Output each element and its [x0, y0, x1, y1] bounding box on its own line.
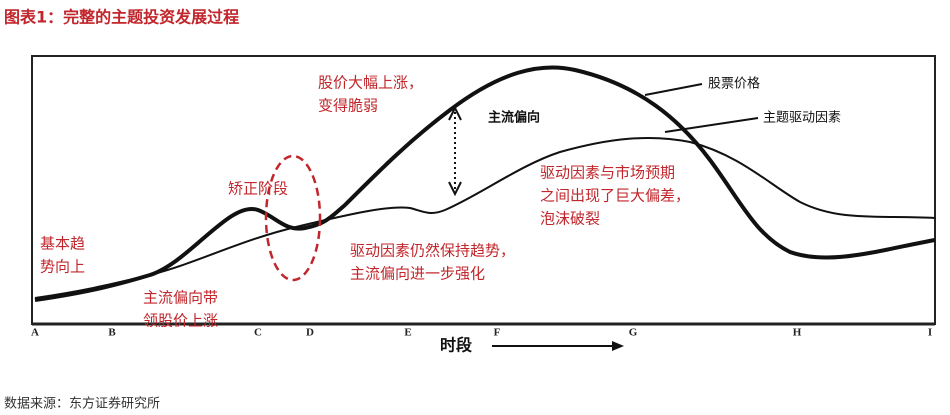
annotation: 主流偏向带	[143, 289, 218, 307]
tick-label: G	[629, 327, 638, 339]
annotation: 驱动因素与市场预期	[540, 164, 675, 182]
tick-label: D	[306, 327, 314, 339]
tick-label: I	[928, 327, 932, 339]
axis-arrowhead	[612, 341, 624, 351]
theme-driver-curve	[34, 136, 936, 299]
correction-circle	[264, 154, 322, 282]
title: 图表1：完整的主题投资发展过程	[4, 8, 239, 27]
annotation: 股价大幅上涨，	[318, 74, 423, 92]
axis-label: 时段	[440, 336, 473, 355]
source: 数据来源：东方证券研究所	[4, 396, 160, 412]
annotation: 驱动因素仍然保持趋势，	[350, 242, 515, 260]
x-ticks: A B C D E F G H I	[31, 327, 932, 339]
tick-label: H	[793, 327, 802, 339]
tick-label: A	[31, 327, 39, 339]
annotation: 矫正阶段	[228, 180, 288, 198]
pointer-driver	[664, 117, 759, 133]
annotation: 基本趋	[40, 235, 85, 253]
label: 主流偏向	[488, 110, 540, 126]
stock-price-curve	[34, 65, 936, 302]
annotation: 之间出现了巨大偏差，	[540, 187, 690, 205]
annotation: 领股价上涨	[143, 312, 218, 330]
gap-arrowheads	[448, 105, 462, 197]
tick-label: C	[254, 327, 262, 339]
tick-label: F	[494, 327, 501, 339]
pointer-stock	[644, 83, 703, 96]
annotation: 主流偏向进一步强化	[350, 265, 485, 283]
tick-label: B	[108, 327, 116, 339]
tick-label: E	[404, 327, 411, 339]
annotation: 势向上	[40, 258, 85, 276]
label: 主题驱动因素	[763, 111, 841, 126]
annotation: 泡沫破裂	[540, 210, 600, 228]
annotation: 变得脆弱	[318, 97, 378, 115]
label: 股票价格	[708, 76, 760, 92]
